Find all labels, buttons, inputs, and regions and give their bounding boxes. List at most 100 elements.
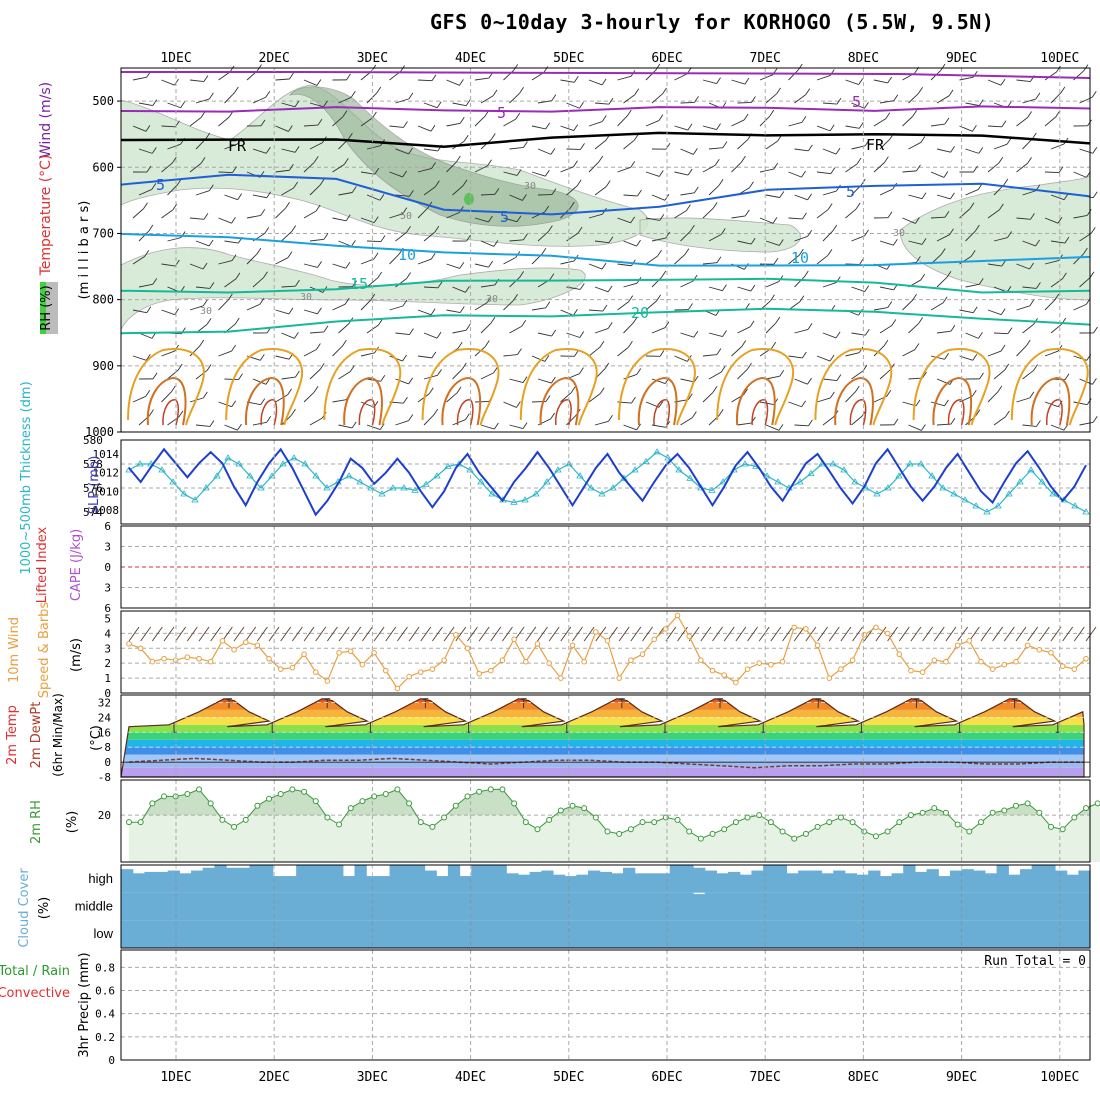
wind-barb-flag <box>266 191 272 199</box>
wind-barb-flag <box>376 86 382 94</box>
cloud-bar-high <box>459 876 472 893</box>
wind-speed-point <box>756 660 763 666</box>
wind-speed-point <box>861 632 868 638</box>
cloud-bar-low <box>307 920 321 948</box>
rh-point <box>196 786 203 793</box>
surface-wind-barb <box>175 626 187 642</box>
thickness-point <box>279 460 287 467</box>
cloud-bar-high <box>307 865 321 893</box>
wind-barb-flag <box>291 408 296 416</box>
wind-barb-flag <box>626 109 632 117</box>
rh-point <box>231 823 238 830</box>
wind-barb <box>930 355 945 360</box>
wind-barb <box>281 187 294 196</box>
surface-wind-barb <box>525 626 537 642</box>
wind-barb <box>189 117 202 127</box>
wind-barb <box>252 148 267 154</box>
wind-barb <box>309 102 324 108</box>
thickness-point <box>1082 508 1090 515</box>
rh-point <box>814 823 821 830</box>
panel-border <box>120 694 1091 778</box>
wind-barb-flag <box>374 167 380 175</box>
wind-barb-flag <box>319 363 325 370</box>
wind-barb-flag <box>265 90 271 98</box>
wind-barb <box>936 148 951 153</box>
wind-barb <box>680 332 695 338</box>
thickness-point <box>268 472 276 479</box>
wind-barb-flag <box>808 419 813 427</box>
cloud-bar-low <box>1008 920 1021 948</box>
wind-speed-point <box>441 657 447 664</box>
wind-barb <box>366 194 381 201</box>
temp-band <box>121 724 1084 733</box>
wind-barb-flag <box>921 238 927 245</box>
wind-barb-flag <box>1092 416 1098 423</box>
wind-barb <box>588 393 601 403</box>
wind-barb-flag <box>598 155 604 163</box>
rh-point <box>907 812 914 819</box>
wind-barb <box>309 142 323 150</box>
x-tick-label-top: 2DEC <box>259 51 290 66</box>
wind-barb-flag <box>1064 373 1070 380</box>
wind-barb-flag <box>349 365 355 372</box>
cloud-bar-low <box>821 920 834 948</box>
wind-barb-flag <box>801 116 807 123</box>
wind-barb-flag <box>1000 344 1006 352</box>
wind-barb-flag <box>551 188 557 195</box>
theta-contour-inner <box>932 376 973 426</box>
wind-barb-flag <box>716 77 721 84</box>
wind-barb <box>1044 116 1057 127</box>
cloud-bar-middle <box>973 892 986 921</box>
wind-barb <box>195 424 210 427</box>
surface-wind-barb <box>642 626 653 642</box>
rh-point <box>581 805 588 812</box>
cloud-bar-low <box>284 920 297 948</box>
rh-point <box>919 809 926 816</box>
wind-barb <box>566 185 578 196</box>
wind-barb <box>936 95 950 104</box>
wind-barb-flag <box>969 202 975 209</box>
thickness-point <box>290 454 298 461</box>
wind-barb-flag <box>693 375 699 383</box>
wind-barb <box>275 78 290 81</box>
wind-barb-flag <box>830 167 836 174</box>
wind-barb-flag <box>522 194 527 201</box>
wind-barb-flag <box>716 256 722 263</box>
wind-barb-flag <box>238 373 243 380</box>
rh-point <box>324 814 331 821</box>
ylabel-minmax: (6hr Min/Max) <box>51 693 65 777</box>
thickness-point <box>466 466 474 473</box>
wind-barb <box>987 162 1000 173</box>
wind-barb-flag <box>203 213 209 220</box>
wind-barb-flag <box>256 247 262 255</box>
surface-wind-barb <box>292 626 303 642</box>
wind-speed-point <box>604 638 611 644</box>
wind-barb-flag <box>687 393 693 400</box>
cloud-bar-middle <box>237 892 251 921</box>
wind-barb <box>1016 397 1031 403</box>
cloud-bar-high <box>984 873 998 893</box>
wind-speed-point <box>382 667 389 674</box>
ylabel-thickness: 1000~500mb Thickness (dm) <box>19 381 34 574</box>
wind-barb-flag <box>659 350 665 357</box>
surface-wind-barb <box>712 626 723 642</box>
wind-speed-point <box>452 632 459 638</box>
wind-barb-flag <box>665 231 671 239</box>
cloud-bar-high <box>716 873 729 893</box>
wind-barb <box>645 120 660 127</box>
wind-barb-flag <box>541 247 547 255</box>
wind-barb-flag <box>1031 132 1037 140</box>
wind-speed-point <box>558 675 564 681</box>
rh-point <box>756 812 763 819</box>
wind-barb <box>252 421 267 426</box>
cloud-bar-middle <box>412 892 426 921</box>
wind-barb <box>674 254 686 265</box>
wind-barb <box>281 376 296 380</box>
wind-barb-flag <box>1056 65 1061 73</box>
wind-barb <box>531 125 546 130</box>
cloud-bar-low <box>763 920 776 948</box>
wind-barb-flag <box>579 102 584 109</box>
y-tick-label: 6 <box>104 520 111 533</box>
wind-barb <box>275 309 290 315</box>
